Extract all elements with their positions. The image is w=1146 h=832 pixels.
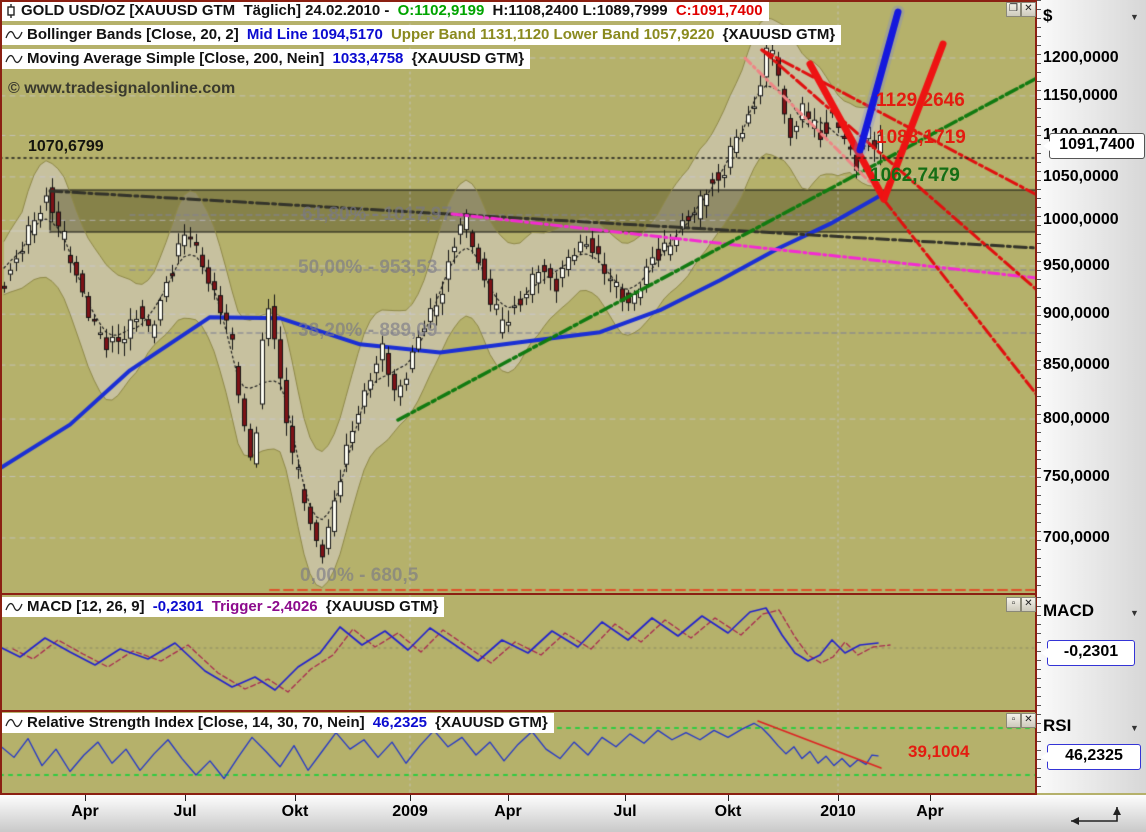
- axis-dropdown-caret[interactable]: ▼: [1130, 12, 1139, 22]
- high-low-values: H:1108,2400 L:1089,7999: [492, 2, 672, 19]
- rsi-value-tag[interactable]: 46,2325: [1041, 744, 1141, 770]
- indicator-wave-icon: [5, 54, 23, 63]
- bollinger-bands: Upper Band 1131,1120 Lower Band 1057,922…: [390, 26, 719, 43]
- price-tick-label: 800,0000: [1043, 410, 1110, 428]
- date-tick-label: 2009: [392, 803, 428, 820]
- price-tick-label: 850,0000: [1043, 356, 1110, 374]
- rsi-symbol: {XAUUSD GTM}: [435, 714, 548, 731]
- macd-axis-label: MACD: [1043, 601, 1094, 620]
- sma-legend[interactable]: Moving Average Simple [Close, 200, Nein]…: [2, 49, 531, 69]
- sma-name: Moving Average Simple [Close, 200, Nein]: [27, 50, 329, 67]
- bollinger-symbol: {XAUUSD GTM}: [722, 26, 836, 43]
- indicator-wave-icon: [5, 718, 23, 727]
- price-tick-label: 900,0000: [1043, 305, 1110, 323]
- rsi-dropdown-caret[interactable]: ▼: [1130, 723, 1139, 733]
- rsi-axis-label: RSI: [1043, 716, 1072, 735]
- date-tick-mark: [295, 795, 296, 801]
- fib-level-61: 61,80% - 1017,97: [302, 204, 453, 225]
- macd-close-button[interactable]: ✕: [1021, 597, 1036, 612]
- sma-symbol: {XAUUSD GTM}: [411, 50, 525, 67]
- close-value: C:1091,7400: [675, 2, 763, 19]
- rsi-break-label[interactable]: 39,1004: [908, 742, 970, 761]
- last-price-tag[interactable]: 1091,7400: [1043, 133, 1145, 159]
- price-tick-label: 1000,0000: [1043, 211, 1119, 229]
- macd-rsi-separator[interactable]: [0, 710, 1037, 712]
- indicator-wave-icon: [5, 30, 23, 39]
- price-chart-canvas[interactable]: [0, 0, 1037, 593]
- macd-trigger: Trigger -2,4026: [211, 598, 322, 615]
- date-axis[interactable]: Apr Jul Okt 2009 Apr Jul Okt 2010 Apr: [0, 795, 1037, 832]
- bollinger-mid: Mid Line 1094,5170: [246, 26, 387, 43]
- axis-corner: [1037, 795, 1146, 832]
- rsi-legend[interactable]: Relative Strength Index [Close, 14, 30, …: [2, 713, 554, 733]
- price-tick-label: 700,0000: [1043, 528, 1110, 546]
- macd-value-tag[interactable]: -0,2301: [1041, 640, 1135, 666]
- macd-maximize-button[interactable]: ▫: [1006, 597, 1021, 612]
- pan-reset-arrow-icon[interactable]: [1061, 799, 1131, 829]
- target-price-1129[interactable]: 1129,2646: [876, 90, 965, 111]
- rsi-value: 46,2325: [372, 714, 432, 731]
- macd-axis-ticks: [1037, 597, 1041, 710]
- date-tick-mark: [728, 795, 729, 801]
- date-tick-label: Okt: [281, 803, 309, 820]
- fib-level-0: 0,00% - 680,5: [300, 565, 419, 586]
- fib-level-50: 50,00% - 953,53: [298, 257, 438, 278]
- symbol-title: GOLD USD/OZ [XAUUSD GTM Täglich] 24.02.2…: [21, 2, 394, 19]
- date-tick-mark: [838, 795, 839, 801]
- price-tick-label: 1050,0000: [1043, 167, 1119, 185]
- rsi-close-button[interactable]: ✕: [1021, 713, 1036, 728]
- maximize-button[interactable]: ❐: [1006, 2, 1021, 17]
- macd-symbol: {XAUUSD GTM}: [325, 598, 439, 615]
- date-tick-label: Okt: [714, 803, 742, 820]
- date-tick-label: 2010: [820, 803, 856, 820]
- right-border: [1035, 0, 1037, 793]
- candlestick-icon: [7, 3, 15, 18]
- close-button[interactable]: ✕: [1021, 2, 1036, 17]
- bollinger-legend[interactable]: Bollinger Bands [Close, 20, 2] Mid Line …: [2, 25, 842, 45]
- axis-unit-label: $: [1043, 6, 1053, 25]
- price-macd-separator[interactable]: [0, 593, 1037, 595]
- date-tick-label: Jul: [173, 803, 197, 820]
- macd-name: MACD [12, 26, 9]: [27, 598, 149, 615]
- sma-value: 1033,4758: [332, 50, 408, 67]
- rsi-name: Relative Strength Index [Close, 14, 30, …: [27, 714, 369, 731]
- copyright-watermark: © www.tradesignalonline.com: [8, 80, 236, 97]
- bollinger-name: Bollinger Bands [Close, 20, 2]: [27, 26, 243, 43]
- rsi-axis-separator: [0, 793, 1037, 795]
- fib-level-38: 38,20% - 889,09: [298, 320, 438, 341]
- symbol-legend[interactable]: GOLD USD/OZ [XAUUSD GTM Täglich] 24.02.2…: [2, 1, 769, 21]
- rsi-maximize-button[interactable]: ▫: [1006, 713, 1021, 728]
- macd-dropdown-caret[interactable]: ▼: [1130, 608, 1139, 618]
- macd-value: -0,2301: [152, 598, 208, 615]
- date-tick-mark: [410, 795, 411, 801]
- date-tick-mark: [625, 795, 626, 801]
- rsi-axis-ticks: [1037, 714, 1041, 793]
- price-tick-label: 950,0000: [1043, 257, 1110, 275]
- open-value: O:1102,9199: [397, 2, 489, 19]
- left-border: [0, 0, 2, 793]
- price-tick-label: 1200,0000: [1043, 48, 1119, 66]
- date-tick-label: Apr: [71, 803, 99, 820]
- date-tick-mark: [185, 795, 186, 801]
- target-price-1088[interactable]: 1088,1719: [876, 127, 966, 148]
- price-tick-label: 750,0000: [1043, 467, 1110, 485]
- hline-price-label[interactable]: 1070,6799: [28, 138, 104, 155]
- date-tick-mark: [508, 795, 509, 801]
- indicator-wave-icon: [5, 602, 23, 611]
- price-axis[interactable]: $ ▼ 1200,00001150,00001100,00001050,0000…: [1037, 0, 1146, 793]
- date-tick-label: Apr: [916, 803, 944, 820]
- date-tick-mark: [85, 795, 86, 801]
- date-tick-mark: [930, 795, 931, 801]
- price-axis-ticks: [1037, 0, 1041, 593]
- price-tick-label: 1150,0000: [1043, 86, 1118, 104]
- date-tick-label: Apr: [494, 803, 522, 820]
- macd-legend[interactable]: MACD [12, 26, 9] -0,2301 Trigger -2,4026…: [2, 597, 445, 617]
- top-border: [0, 0, 1037, 2]
- date-tick-label: Jul: [613, 803, 637, 820]
- support-price-1062[interactable]: 1062,7479: [870, 165, 960, 186]
